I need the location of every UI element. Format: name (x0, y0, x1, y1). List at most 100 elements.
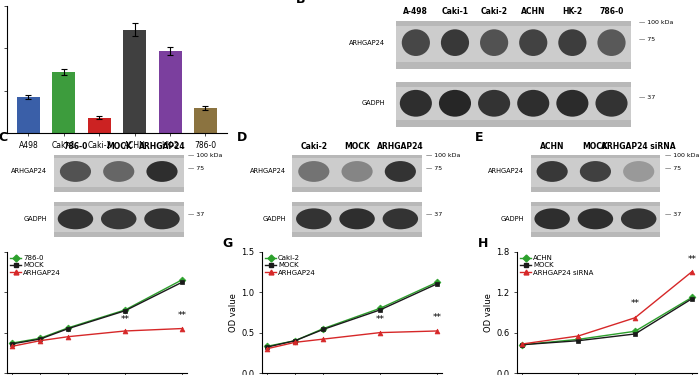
Text: GADPH: GADPH (500, 216, 524, 222)
Ellipse shape (517, 90, 550, 117)
Ellipse shape (101, 209, 136, 229)
Bar (54, 154, 183, 192)
Caki-2 (433, 280, 441, 285)
Line: MOCK: MOCK (519, 296, 694, 347)
Bar (531, 187, 660, 192)
Text: ARHGAP24: ARHGAP24 (488, 168, 524, 174)
Bar (396, 120, 631, 127)
Text: B: B (296, 0, 306, 6)
Line: ACHN: ACHN (519, 295, 694, 347)
Bar (194, 108, 217, 133)
Ellipse shape (597, 29, 626, 56)
786-0 (121, 308, 130, 312)
Ellipse shape (478, 90, 510, 117)
Caki-2 (290, 339, 299, 343)
Ellipse shape (383, 209, 418, 229)
Text: ARHGAP24: ARHGAP24 (11, 168, 48, 174)
Caki-2 (319, 326, 328, 331)
MOCK (121, 309, 130, 313)
Text: ARHGAP24 siRNA: ARHGAP24 siRNA (601, 141, 676, 150)
ARHGAP24 (262, 346, 271, 351)
Line: ARHGAP24: ARHGAP24 (9, 326, 184, 349)
Text: **: ** (376, 315, 384, 324)
Bar (396, 62, 631, 69)
Bar (292, 154, 422, 192)
Ellipse shape (402, 29, 430, 56)
Text: ARHGAP24: ARHGAP24 (349, 40, 385, 46)
Text: GADPH: GADPH (361, 100, 385, 106)
Bar (531, 232, 660, 237)
Bar (158, 51, 181, 133)
Ellipse shape (296, 209, 332, 229)
ACHN (631, 329, 639, 333)
Text: **: ** (177, 310, 186, 320)
Text: — 37: — 37 (639, 95, 655, 100)
Bar (531, 202, 660, 206)
Bar (54, 202, 183, 206)
Text: G: G (223, 237, 232, 250)
Text: ARHGAP24: ARHGAP24 (250, 168, 286, 174)
Text: — 75: — 75 (639, 37, 655, 42)
Line: Caki-2: Caki-2 (265, 280, 439, 349)
Ellipse shape (144, 209, 180, 229)
ARHGAP24 (376, 330, 384, 335)
Ellipse shape (146, 161, 178, 182)
Bar (396, 82, 631, 127)
Bar (54, 154, 183, 158)
Bar (17, 97, 40, 133)
Ellipse shape (556, 90, 589, 117)
Ellipse shape (578, 209, 613, 229)
Text: Caki-1: Caki-1 (442, 7, 468, 16)
Text: ACHN: ACHN (521, 7, 545, 16)
Text: — 100 kDa: — 100 kDa (664, 153, 699, 158)
Bar (88, 117, 111, 133)
Ellipse shape (400, 90, 432, 117)
Legend: Caki-2, MOCK, ARHGAP24: Caki-2, MOCK, ARHGAP24 (262, 252, 318, 279)
Bar (292, 154, 422, 158)
Bar (531, 154, 660, 192)
Text: 786-0: 786-0 (63, 141, 88, 150)
MOCK (631, 332, 639, 336)
786-0 (36, 336, 44, 340)
ARHGAP24 (433, 329, 441, 333)
Text: — 100 kDa: — 100 kDa (188, 153, 223, 158)
Ellipse shape (623, 161, 654, 182)
Ellipse shape (621, 209, 657, 229)
MOCK (36, 337, 44, 341)
Bar (396, 21, 631, 69)
Bar (52, 72, 76, 133)
Text: **: ** (687, 255, 696, 264)
Ellipse shape (103, 161, 134, 182)
Text: — 100 kDa: — 100 kDa (426, 153, 461, 158)
Text: — 37: — 37 (188, 212, 204, 217)
Legend: ACHN, MOCK, ARHGAP24 siRNA: ACHN, MOCK, ARHGAP24 siRNA (517, 252, 596, 279)
Text: H: H (477, 237, 488, 250)
Legend: 786-0, MOCK, ARHGAP24: 786-0, MOCK, ARHGAP24 (8, 252, 64, 279)
Text: — 37: — 37 (664, 212, 681, 217)
ARHGAP24 (121, 329, 130, 333)
Line: MOCK: MOCK (265, 282, 439, 350)
MOCK (517, 342, 526, 347)
Text: D: D (237, 130, 247, 144)
Ellipse shape (519, 29, 547, 56)
ACHN (687, 295, 696, 300)
ARHGAP24 siRNA (574, 334, 582, 338)
Ellipse shape (57, 209, 93, 229)
Bar (54, 187, 183, 192)
Caki-2 (376, 306, 384, 310)
Ellipse shape (439, 90, 471, 117)
Bar (292, 202, 422, 206)
Text: — 75: — 75 (426, 166, 442, 171)
Text: MOCK: MOCK (106, 141, 132, 150)
ARHGAP24 (178, 326, 186, 331)
Text: ACHN: ACHN (540, 141, 564, 150)
Text: MOCK: MOCK (582, 141, 608, 150)
Text: **: ** (631, 299, 640, 308)
Caki-2 (262, 344, 271, 349)
786-0 (8, 341, 16, 345)
Text: — 75: — 75 (188, 166, 204, 171)
MOCK (178, 280, 186, 285)
Text: GADPH: GADPH (262, 216, 286, 222)
ACHN (517, 342, 526, 347)
ARHGAP24 (36, 339, 44, 343)
